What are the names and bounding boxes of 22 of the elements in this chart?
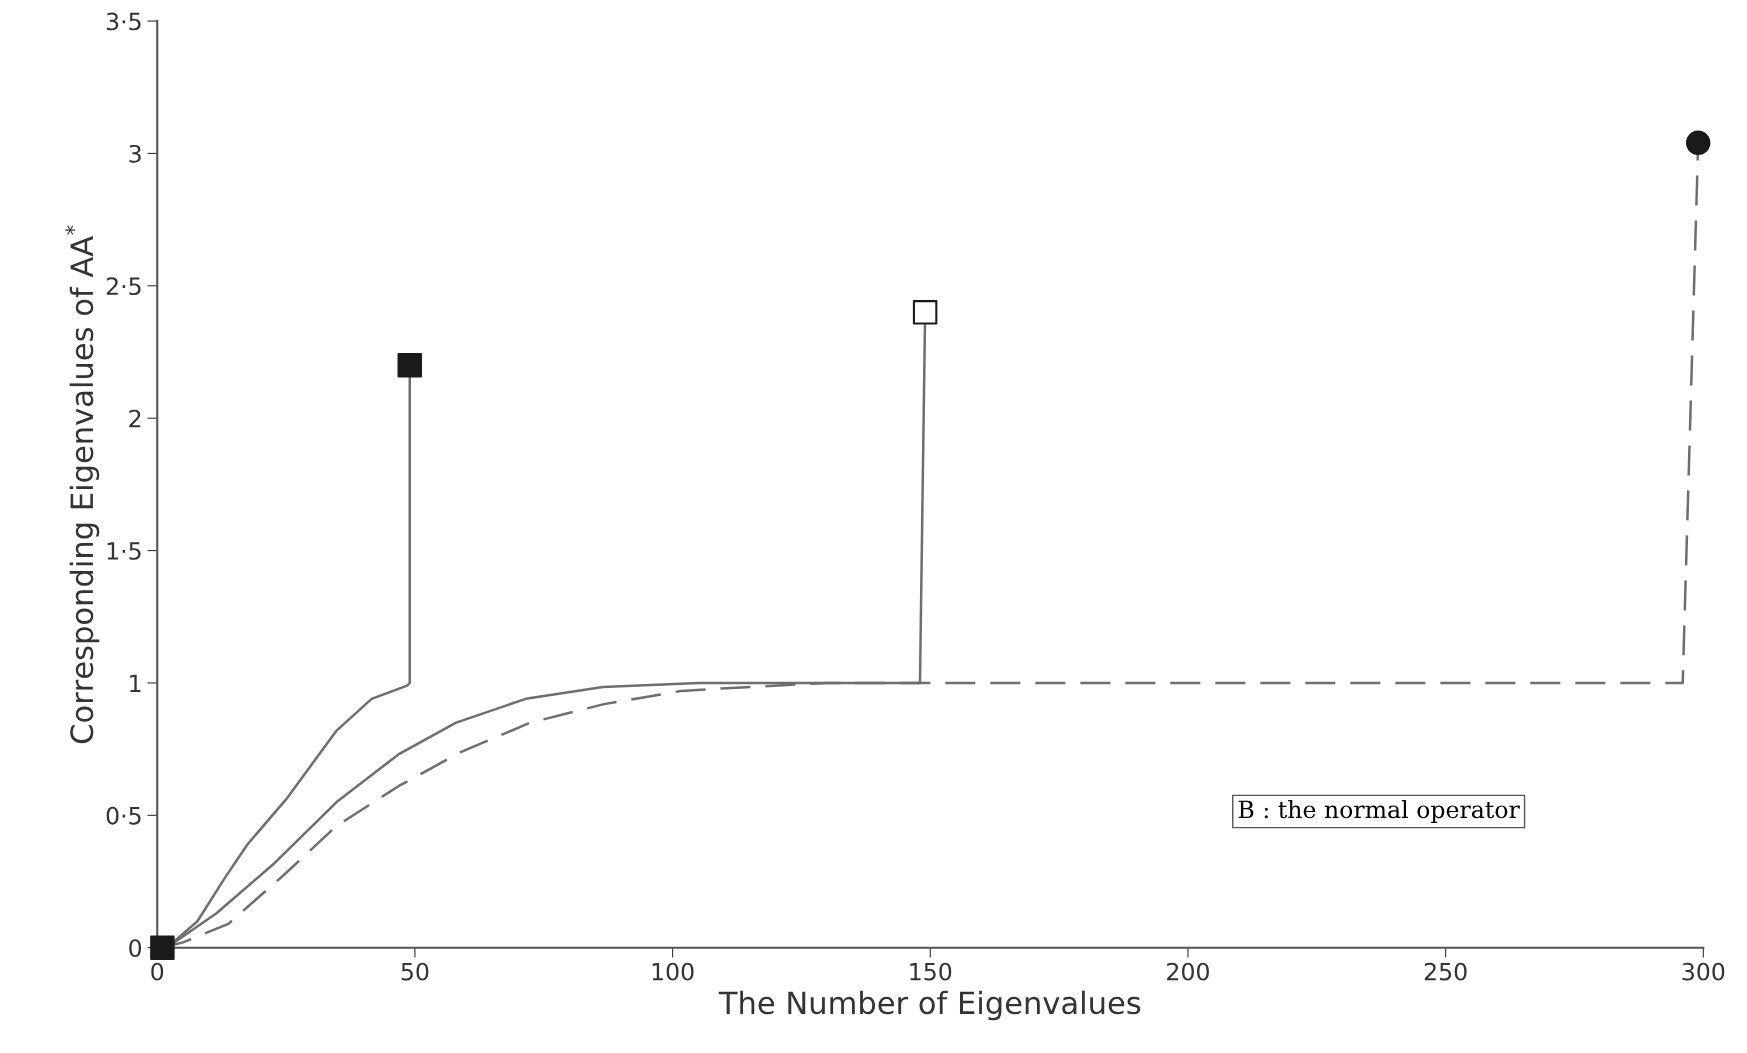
- point: [912, 300, 938, 325]
- point: [150, 935, 175, 960]
- y-tick-label: 3: [129, 144, 141, 163]
- y-tick-label: 0·5: [106, 806, 141, 825]
- y-tick-label: 1: [130, 674, 141, 692]
- x-tick-label: 250: [1424, 962, 1467, 981]
- x-tick-label: 200: [1167, 962, 1209, 981]
- x-axis-title: The Number of Eigenvalues: [718, 990, 1141, 1021]
- y-tick-label: 3·5: [106, 12, 141, 31]
- x-tick-label: 50: [401, 962, 429, 981]
- y-tick-label: 2: [129, 409, 141, 428]
- x-tick-label: 100: [652, 962, 694, 981]
- point: [397, 353, 422, 378]
- x-tick-label: 0: [151, 962, 164, 981]
- y-tick-label: 1·5: [107, 542, 141, 560]
- annotation: B : the normal operator: [1238, 800, 1520, 823]
- x-tick-label: 300: [1682, 962, 1725, 981]
- x-tick-label: 150: [910, 962, 952, 981]
- y-tick-label: 2·5: [106, 277, 141, 296]
- point: [1685, 130, 1711, 156]
- y-axis-title: Corresponding Eigenvalues of AA$^{*}$: [65, 225, 100, 744]
- y-tick-label: 0: [129, 939, 142, 958]
